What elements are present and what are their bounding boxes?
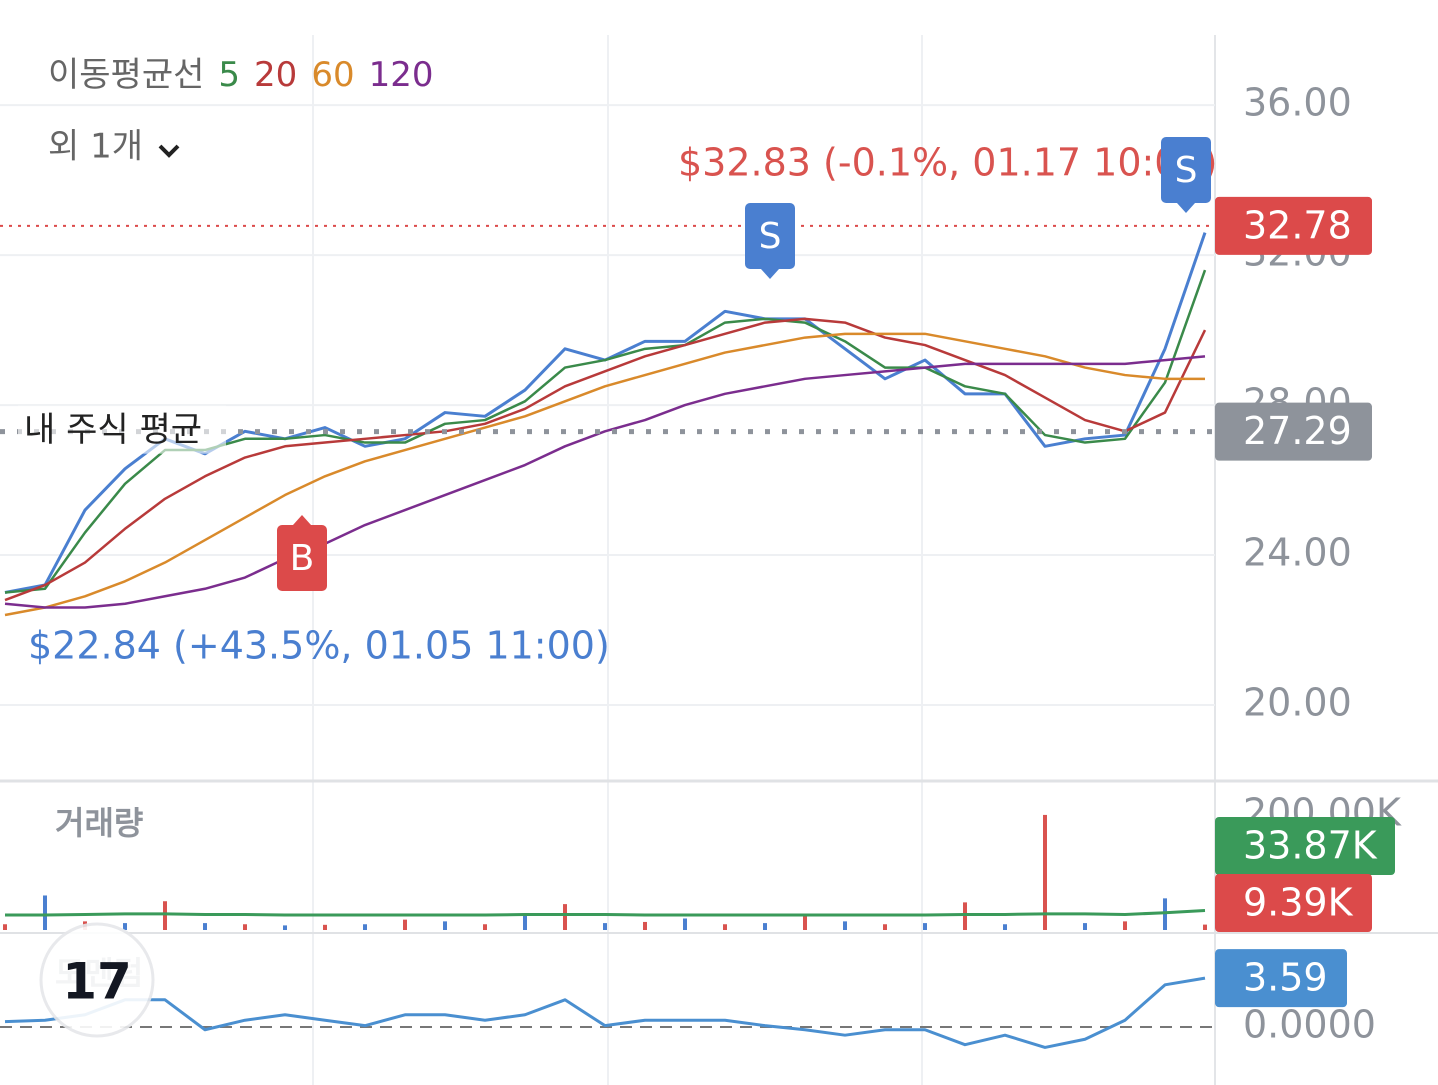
price-badge-label: 27.29 (1243, 409, 1352, 453)
price-badge (1215, 196, 1372, 255)
volume-bar (1123, 921, 1127, 930)
volume-bar (1203, 924, 1207, 930)
series-line (4, 976, 1206, 1049)
legend-more: 외 1개 (48, 127, 143, 167)
y-tick-label: 24.00 (1243, 531, 1352, 575)
trade-marker: B (277, 515, 327, 591)
value-badge-label: 9.39K (1243, 881, 1354, 925)
marker-box (1161, 137, 1211, 203)
volume-bar (243, 924, 247, 930)
volume-bar (403, 919, 407, 930)
series-line (4, 332, 1205, 617)
value-badge (1215, 817, 1395, 875)
trade-marker: S (1161, 137, 1211, 213)
volume-bar (3, 924, 7, 930)
price-badge-label: 32.78 (1243, 203, 1352, 247)
avg-label: 내 주식 평균 (24, 410, 202, 450)
volume-bar (43, 895, 47, 930)
marker-label: S (759, 216, 782, 257)
volume-bar (923, 923, 927, 930)
value-badge (1215, 949, 1347, 1008)
volume-bar (963, 902, 967, 930)
volume-bar (563, 904, 567, 930)
volume-bar (763, 923, 767, 930)
volume-bar (283, 925, 287, 930)
volume-bar (803, 915, 807, 930)
legend-entry: 5 (218, 55, 240, 95)
marker-tip (1177, 203, 1195, 213)
marker-tip (293, 515, 311, 525)
value-badge-label: 3.59 (1243, 956, 1328, 1000)
panel-title: 거래량 (55, 804, 143, 842)
annotation: $32.83 (-0.1%, 01.17 10:00) (678, 141, 1217, 185)
avg-label-bg (18, 405, 226, 454)
volume-bar (1043, 814, 1047, 930)
legend-entry: 60 (311, 55, 354, 95)
series-line (5, 909, 1206, 917)
trade-marker: S (745, 203, 795, 279)
chevron (158, 144, 180, 158)
series-line (4, 317, 1207, 602)
volume-bar (523, 915, 527, 930)
annotation: $22.84 (+43.5%, 01.05 11:00) (28, 624, 610, 668)
y-tick-label: 20.00 (1243, 681, 1352, 725)
volume-bar (883, 924, 887, 930)
volume-bar (843, 921, 847, 930)
volume-bar (603, 923, 607, 930)
legend-entry: 120 (369, 55, 434, 95)
volume-bar (1083, 923, 1087, 930)
volume-bar (323, 924, 327, 930)
volume-bar (683, 918, 687, 930)
price-badge (1215, 402, 1372, 461)
y-tick-label: 36.00 (1243, 81, 1352, 125)
legend-entry: 20 (254, 55, 297, 95)
volume-bar (363, 924, 367, 930)
volume-bar (1003, 924, 1007, 930)
marker-label: B (290, 538, 315, 579)
series-line (4, 355, 1206, 609)
legend-title: 이동평균선 (48, 55, 204, 95)
volume-bar (483, 924, 487, 930)
marker-box (745, 203, 795, 269)
volume-bar (643, 921, 647, 930)
marker-tip (761, 269, 779, 279)
legend: 이동평균선 5 20 60 120 (48, 55, 433, 95)
volume-bar (443, 921, 447, 930)
marker-label: S (1175, 150, 1198, 191)
marker-box (277, 525, 327, 591)
y-tick-label: 0.0000 (1243, 1003, 1376, 1047)
volume-bar (203, 923, 207, 930)
volume-bar (123, 923, 127, 930)
value-badge-label: 33.87K (1243, 824, 1378, 868)
logo (39, 922, 155, 1038)
logo-text: 17 (62, 953, 132, 1011)
volume-bar (723, 924, 727, 930)
value-badge (1215, 874, 1372, 932)
volume-bar (163, 901, 167, 930)
